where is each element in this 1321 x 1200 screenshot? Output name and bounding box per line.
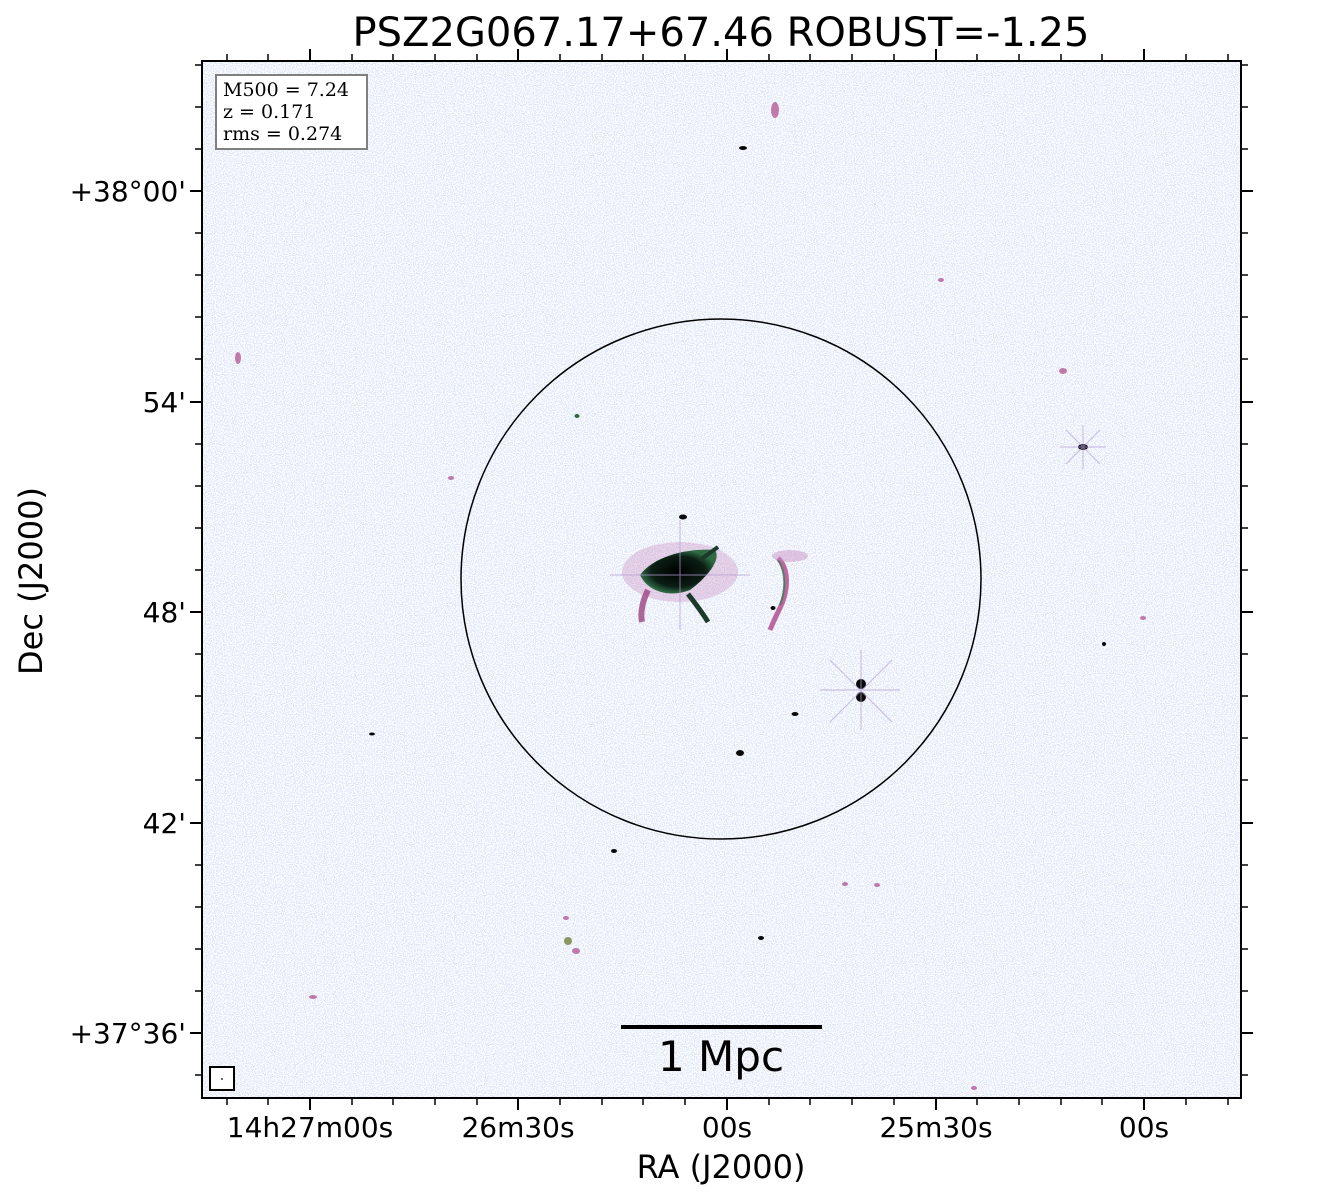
x-axis-label: RA (J2000) bbox=[637, 1148, 806, 1186]
emission-sources bbox=[235, 102, 1146, 1090]
sidelobe-artifacts bbox=[610, 425, 1106, 730]
y-major-ticks bbox=[190, 190, 1253, 1034]
y-tick-label: 54' bbox=[143, 386, 186, 419]
y-axis-label: Dec (J2000) bbox=[12, 487, 50, 675]
y-tick-label: 42' bbox=[143, 807, 186, 840]
x-tick-label: 14h27m00s bbox=[227, 1111, 394, 1144]
relic-arc bbox=[767, 556, 789, 631]
info-box: M500 = 7.24 z = 0.171 rms = 0.274 bbox=[215, 74, 368, 150]
noise-texture bbox=[202, 61, 1241, 1098]
x-minor-ticks bbox=[226, 54, 1229, 1105]
x-major-ticks bbox=[309, 49, 1145, 1110]
r500-circle bbox=[460, 318, 982, 840]
x-tick-label: 26m30s bbox=[461, 1111, 574, 1144]
y-tick-label: +38°00' bbox=[70, 175, 186, 208]
figure-title: PSZ2G067.17+67.46 ROBUST=-1.25 bbox=[353, 10, 1090, 56]
y-minor-ticks bbox=[195, 64, 1248, 1076]
y-tick-label: 48' bbox=[143, 596, 186, 629]
faint-sources bbox=[235, 102, 1146, 1090]
y-tick-label: +37°36' bbox=[70, 1017, 186, 1050]
info-redshift: z = 0.171 bbox=[223, 101, 315, 123]
info-rms: rms = 0.274 bbox=[223, 123, 342, 145]
x-tick-label: 00s bbox=[1119, 1111, 1169, 1144]
x-tick-label: 00s bbox=[702, 1111, 752, 1144]
x-tick-label: 25m30s bbox=[879, 1111, 992, 1144]
scale-bar: 1 Mpc bbox=[621, 1025, 822, 1081]
scale-bar-label: 1 Mpc bbox=[658, 1032, 784, 1081]
plot-frame bbox=[201, 60, 1242, 1099]
info-m500: M500 = 7.24 bbox=[223, 79, 349, 101]
beam-marker bbox=[209, 1066, 235, 1091]
